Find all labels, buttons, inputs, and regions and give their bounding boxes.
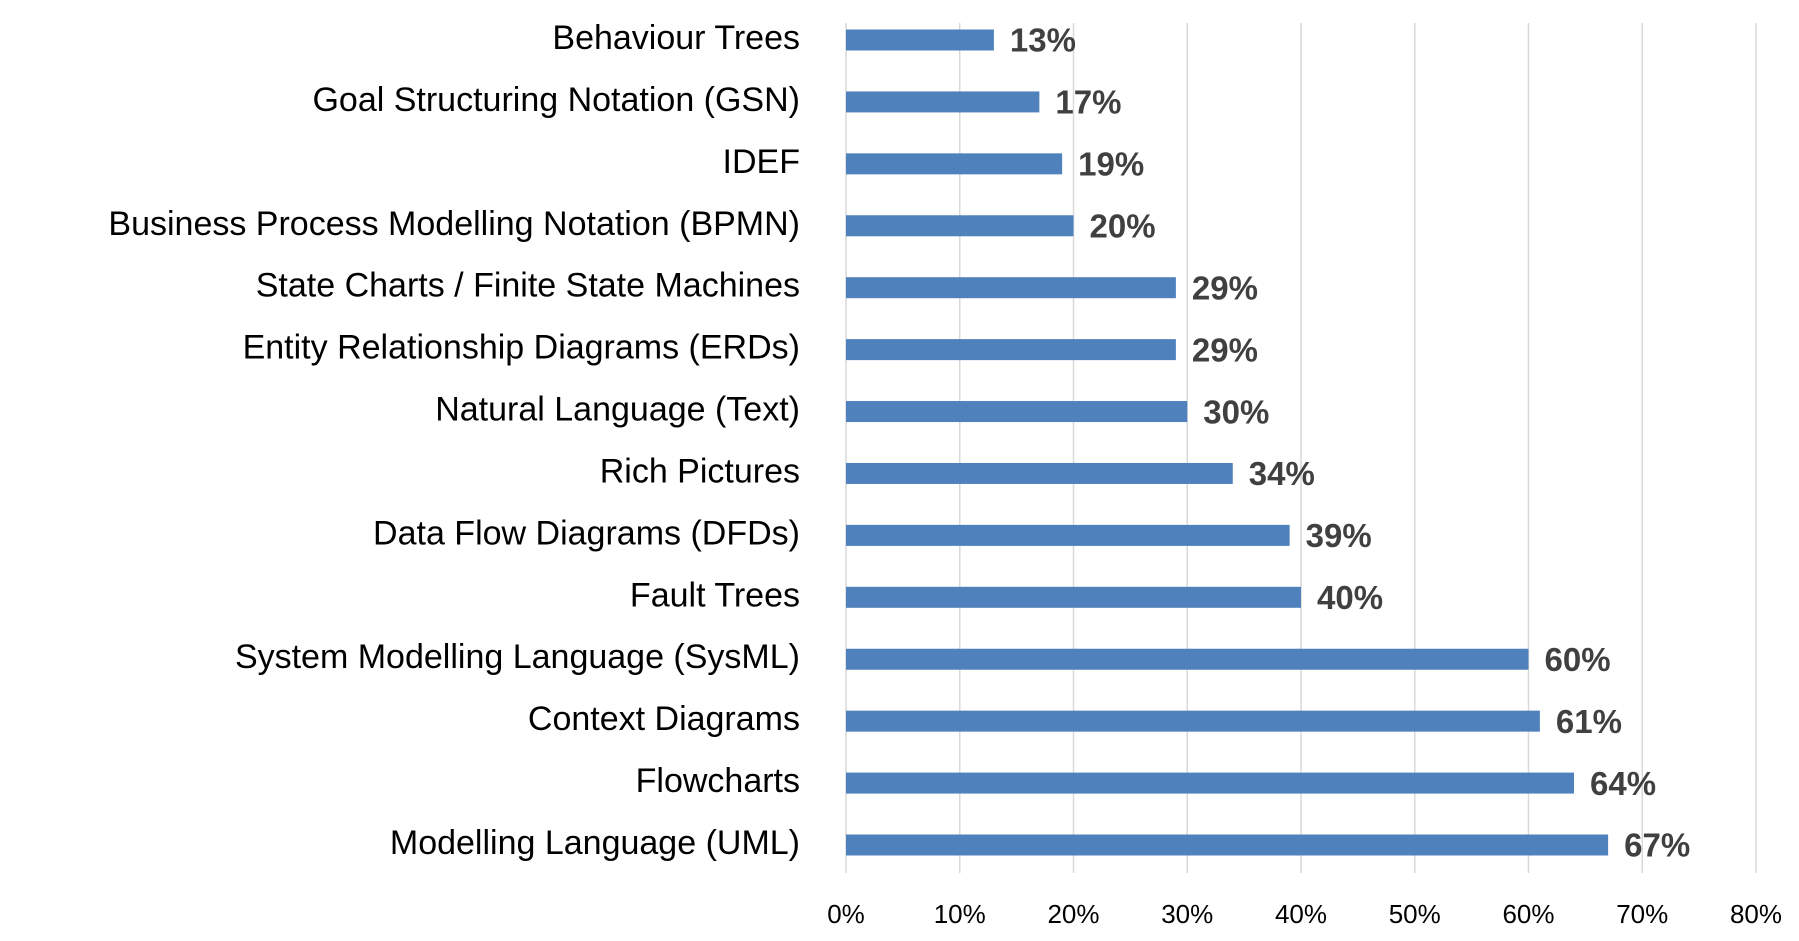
value-label: 30% bbox=[1203, 393, 1269, 430]
y-tick-label: Context Diagrams bbox=[528, 700, 800, 738]
bar bbox=[846, 586, 1301, 608]
value-label: 40% bbox=[1317, 579, 1383, 616]
value-label: 29% bbox=[1192, 269, 1258, 306]
value-label: 20% bbox=[1090, 207, 1156, 244]
bar bbox=[846, 29, 994, 51]
bar bbox=[846, 153, 1063, 175]
y-tick-label: Entity Relationship Diagrams (ERDs) bbox=[243, 329, 800, 367]
value-label: 67% bbox=[1624, 827, 1690, 864]
y-tick-label: Data Flow Diagrams (DFDs) bbox=[373, 514, 800, 552]
value-label: 29% bbox=[1192, 331, 1258, 368]
y-tick-label: Flowcharts bbox=[636, 762, 800, 800]
x-tick-label: 40% bbox=[1275, 899, 1327, 929]
x-tick-label: 0% bbox=[827, 899, 865, 929]
y-tick-label: State Charts / Finite State Machines bbox=[256, 267, 800, 305]
x-tick-label: 20% bbox=[1047, 899, 1099, 929]
value-label: 39% bbox=[1306, 517, 1372, 554]
bar bbox=[846, 91, 1040, 113]
bar bbox=[846, 339, 1176, 361]
value-label: 64% bbox=[1590, 765, 1656, 802]
value-label: 13% bbox=[1010, 22, 1076, 59]
y-tick-label: Fault Trees bbox=[630, 576, 800, 614]
bar bbox=[846, 401, 1188, 423]
bar bbox=[846, 710, 1540, 732]
y-tick-label: IDEF bbox=[723, 143, 800, 181]
bar bbox=[846, 215, 1074, 237]
x-tick-label: 70% bbox=[1616, 899, 1668, 929]
y-tick-label: Natural Language (Text) bbox=[435, 391, 800, 429]
y-tick-label: Business Process Modelling Notation (BPM… bbox=[108, 205, 800, 243]
bar bbox=[846, 772, 1574, 794]
x-tick-label: 60% bbox=[1502, 899, 1554, 929]
y-tick-label: Modelling Language (UML) bbox=[390, 824, 800, 862]
y-tick-label: Behaviour Trees bbox=[552, 19, 800, 57]
y-tick-label: Goal Structuring Notation (GSN) bbox=[312, 81, 800, 119]
value-label: 60% bbox=[1545, 641, 1611, 678]
x-tick-label: 10% bbox=[934, 899, 986, 929]
bar bbox=[846, 834, 1609, 856]
bar bbox=[846, 462, 1233, 484]
x-tick-label: 80% bbox=[1730, 899, 1782, 929]
x-tick-label: 30% bbox=[1161, 899, 1213, 929]
bar bbox=[846, 277, 1176, 299]
bar bbox=[846, 524, 1290, 546]
value-label: 61% bbox=[1556, 703, 1622, 740]
y-tick-label: System Modelling Language (SysML) bbox=[235, 638, 800, 676]
value-label: 34% bbox=[1249, 455, 1315, 492]
x-tick-label: 50% bbox=[1389, 899, 1441, 929]
bar bbox=[846, 648, 1529, 670]
value-label: 17% bbox=[1055, 84, 1121, 121]
y-tick-label: Rich Pictures bbox=[600, 452, 800, 490]
value-label: 19% bbox=[1078, 146, 1144, 183]
